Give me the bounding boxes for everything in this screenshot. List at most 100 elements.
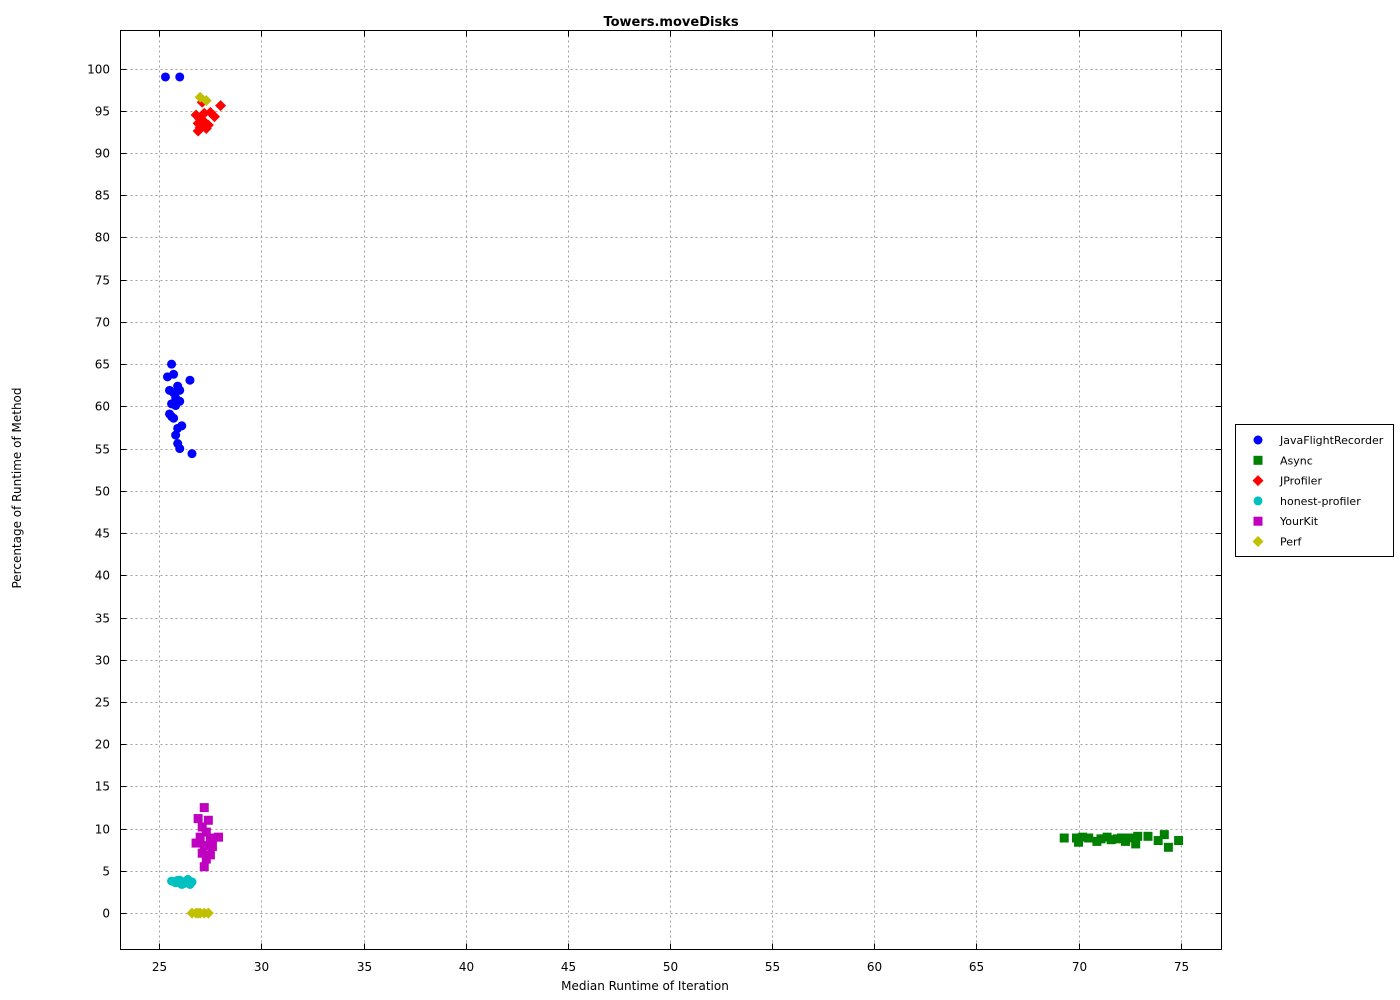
series-javaflightrecorder: [160, 72, 197, 459]
x-axis-label: Median Runtime of Iteration: [561, 979, 729, 993]
y-tick-label: 50: [95, 485, 110, 499]
data-point-javaflightrecorder: [171, 430, 181, 440]
data-point-javaflightrecorder: [175, 385, 185, 395]
legend-marker-jprofiler: [1252, 475, 1264, 487]
data-point-async: [1163, 842, 1173, 852]
data-point-jprofiler: [208, 111, 220, 123]
y-tick-label: 40: [95, 569, 110, 583]
legend-item-honest-profiler: honest-profiler: [1253, 495, 1361, 508]
data-point-jprofiler: [192, 125, 204, 137]
data-point-async: [1096, 834, 1106, 844]
legend-item-async: Async: [1253, 454, 1313, 467]
y-tick-label: 20: [95, 738, 110, 752]
data-point-async: [1074, 837, 1084, 847]
y-tick-label: 60: [95, 400, 110, 414]
data-point-javaflightrecorder: [160, 72, 170, 82]
legend-label-honest-profiler: honest-profiler: [1280, 495, 1361, 508]
y-tick-label: 85: [95, 189, 110, 203]
data-point-yourkit: [191, 838, 201, 848]
data-point-javaflightrecorder: [187, 449, 197, 459]
data-point-javaflightrecorder: [167, 359, 177, 369]
legend-label-jprofiler: JProfiler: [1279, 475, 1322, 488]
data-point-async: [1143, 831, 1153, 841]
x-tick-label: 75: [1174, 960, 1189, 974]
data-point-yourkit: [197, 848, 207, 858]
data-point-honest-profiler: [173, 875, 183, 885]
data-point-jprofiler: [215, 100, 227, 112]
data-point-yourkit: [214, 832, 224, 842]
data-point-async: [1153, 836, 1163, 846]
data-point-yourkit: [203, 815, 213, 825]
legend-label-javaflightrecorder: JavaFlightRecorder: [1279, 434, 1384, 447]
legend-label-yourkit: YourKit: [1279, 515, 1319, 528]
data-point-yourkit: [197, 822, 207, 832]
legend-item-perf: Perf: [1252, 536, 1303, 549]
data-point-async: [1159, 830, 1169, 840]
data-point-yourkit: [195, 832, 205, 842]
data-point-async: [1059, 833, 1069, 843]
data-point-async: [1078, 832, 1088, 842]
data-point-javaflightrecorder: [175, 72, 185, 82]
data-point-yourkit: [201, 854, 211, 864]
y-tick-label: 90: [95, 147, 110, 161]
data-point-perf: [202, 907, 214, 919]
data-point-async: [1084, 833, 1094, 843]
y-tick-label: 45: [95, 527, 110, 541]
data-point-jprofiler: [200, 122, 212, 134]
plot-frame: [120, 30, 1222, 950]
legend-marker-honest-profiler: [1253, 496, 1263, 506]
data-point-yourkit: [199, 862, 209, 872]
data-point-async: [1131, 839, 1141, 849]
data-point-yourkit: [199, 841, 209, 851]
series-yourkit: [191, 803, 224, 872]
data-point-javaflightrecorder: [175, 444, 185, 454]
y-tick-label: 75: [95, 274, 110, 288]
y-tick-label: 0: [102, 907, 110, 921]
y-tick-label: 55: [95, 443, 110, 457]
y-tick-label: 95: [95, 105, 110, 119]
legend-marker-perf: [1252, 536, 1264, 547]
data-point-async: [1174, 836, 1184, 846]
y-tick-label: 100: [87, 63, 110, 77]
data-point-javaflightrecorder: [185, 375, 195, 385]
y-tick-label: 30: [95, 654, 110, 668]
series-async: [1059, 830, 1184, 852]
data-point-yourkit: [201, 827, 211, 837]
x-tick-label: 35: [357, 960, 372, 974]
data-point-async: [1125, 833, 1135, 843]
x-tick-label: 55: [765, 960, 780, 974]
legend-box: [1235, 424, 1394, 557]
data-point-honest-profiler: [185, 879, 195, 889]
x-tick-label: 45: [561, 960, 576, 974]
y-tick-label: 65: [95, 358, 110, 372]
x-tick-label: 70: [1072, 960, 1087, 974]
series-jprofiler: [190, 96, 227, 137]
y-tick-label: 70: [95, 316, 110, 330]
data-point-async: [1133, 831, 1143, 841]
data-point-yourkit: [193, 814, 203, 824]
data-point-javaflightrecorder: [177, 421, 187, 431]
data-point-javaflightrecorder: [169, 369, 179, 379]
x-tick-label: 60: [867, 960, 882, 974]
legend-label-perf: Perf: [1280, 536, 1303, 549]
series-perf: [186, 91, 214, 919]
x-tick-label: 65: [969, 960, 984, 974]
legend-item-javaflightrecorder: JavaFlightRecorder: [1253, 434, 1384, 447]
legend-label-async: Async: [1280, 454, 1313, 467]
data-point-async: [1106, 835, 1116, 845]
data-point-perf: [200, 95, 212, 107]
legend-marker-javaflightrecorder: [1253, 435, 1263, 445]
data-point-javaflightrecorder: [175, 396, 185, 406]
x-tick-label: 30: [254, 960, 269, 974]
y-tick-label: 35: [95, 612, 110, 626]
legend-marker-yourkit: [1253, 516, 1263, 526]
x-tick-label: 50: [663, 960, 678, 974]
data-point-yourkit: [207, 841, 217, 851]
data-points: [160, 72, 1184, 919]
y-tick-label: 80: [95, 231, 110, 245]
x-tick-label: 25: [152, 960, 167, 974]
x-tick-label: 40: [459, 960, 474, 974]
grid-lines: [120, 30, 1222, 950]
legend-item-yourkit: YourKit: [1253, 515, 1319, 528]
